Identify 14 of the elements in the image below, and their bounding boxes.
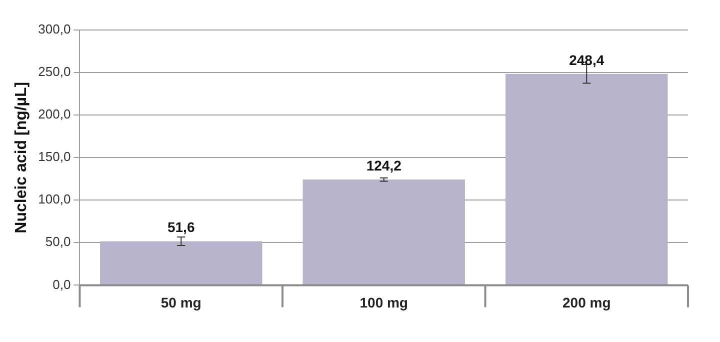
data-label: 51,6 xyxy=(167,219,195,236)
y-tick-label: 300,0 xyxy=(38,22,71,37)
data-label: 248,4 xyxy=(569,52,604,68)
y-axis-title: Nucleic acid [ng/µL] xyxy=(13,82,30,234)
x-tick-label: 200 mg xyxy=(562,294,611,310)
y-tick-label: 0,0 xyxy=(52,276,71,292)
data-label: 124,2 xyxy=(366,157,402,174)
x-tick-label: 100 mg xyxy=(360,294,408,310)
y-tick-label: 200,0 xyxy=(38,106,71,122)
y-tick-label: 50,0 xyxy=(45,234,71,250)
y-tick-label: 150,0 xyxy=(38,149,71,164)
x-tick-label: 50 mg xyxy=(160,294,202,310)
y-tick-label: 100,0 xyxy=(38,192,71,207)
y-tick-label: 250,0 xyxy=(38,64,71,80)
